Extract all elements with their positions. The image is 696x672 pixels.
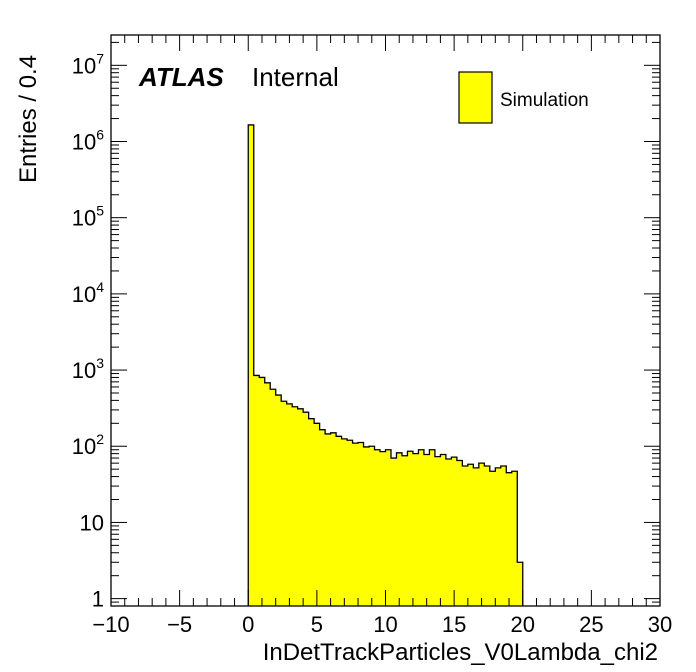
- legend: Simulation: [458, 71, 589, 124]
- y-axis-ticks: [111, 41, 660, 607]
- y-axis-tick-labels: 1 10 102 103 104 105 106 107: [72, 50, 104, 611]
- x-tick-label: 20: [511, 612, 535, 637]
- histogram-bar: [385, 449, 392, 606]
- histogram-bar: [341, 438, 348, 606]
- histogram-bar: [418, 449, 425, 606]
- x-axis-ticks: [110, 35, 661, 606]
- legend-swatch-simulation: [458, 71, 493, 124]
- x-tick-label: −10: [92, 612, 129, 637]
- histogram-bar: [336, 436, 342, 606]
- histogram-bar: [347, 440, 353, 606]
- y-tick-label: 10: [80, 510, 104, 535]
- y-tick-label: 106: [72, 127, 104, 155]
- legend-label-simulation: Simulation: [500, 90, 589, 111]
- histogram-bar: [401, 455, 408, 606]
- histogram-bars: [248, 124, 524, 606]
- histogram-bar: [281, 401, 288, 606]
- histogram-bar: [369, 446, 375, 606]
- histogram-bar: [440, 454, 447, 606]
- histogram-bar: [478, 463, 485, 606]
- histogram-bar: [495, 467, 502, 606]
- histogram-bar: [423, 454, 430, 606]
- histogram-bar: [358, 442, 364, 606]
- histogram-bar: [462, 466, 469, 606]
- histogram-bar: [484, 466, 491, 606]
- histogram-bar: [467, 464, 474, 606]
- y-axis-title: Entries / 0.4: [15, 55, 42, 183]
- x-tick-label: 15: [442, 612, 466, 637]
- histogram-bar: [308, 418, 315, 606]
- histogram-bar: [429, 449, 436, 606]
- y-tick-label: 1: [92, 587, 104, 612]
- histogram-bar: [374, 449, 381, 606]
- x-tick-label: 25: [579, 612, 603, 637]
- histogram-bar: [390, 458, 397, 606]
- x-tick-label: 10: [373, 612, 397, 637]
- histogram-bar: [292, 406, 299, 606]
- histogram-bar: [473, 467, 480, 606]
- histogram-bar: [451, 457, 458, 606]
- histogram-bar: [259, 377, 266, 606]
- histogram-bar: [303, 412, 310, 606]
- histogram-bar: [286, 403, 293, 606]
- histogram-bar: [489, 471, 496, 606]
- histogram-bar: [330, 432, 337, 606]
- histogram-bar: [412, 453, 419, 606]
- histogram-bar: [407, 451, 414, 606]
- histogram-bar: [275, 395, 282, 606]
- histogram-bar: [396, 452, 403, 606]
- y-tick-label: 104: [72, 279, 104, 307]
- histogram-bar: [248, 124, 255, 606]
- histogram-bar: [270, 389, 277, 606]
- histogram-bar: [363, 446, 370, 606]
- x-axis-title: InDetTrackParticles_V0Lambda_chi2: [263, 639, 658, 666]
- y-tick-label: 105: [72, 203, 104, 231]
- histogram-bar: [314, 423, 321, 606]
- histogram-bar: [500, 466, 507, 606]
- histogram-bar: [253, 375, 260, 606]
- x-axis-tick-labels: −10 −5 0 5 10 15 20 25 30: [92, 612, 672, 637]
- histogram-bar: [456, 460, 463, 606]
- histogram-bar: [434, 456, 441, 606]
- x-tick-label: 30: [648, 612, 672, 637]
- histogram-outline: [247, 124, 524, 606]
- y-tick-label: 102: [72, 431, 104, 459]
- histogram-bar: [325, 433, 331, 606]
- x-tick-label: −5: [167, 612, 192, 637]
- internal-label: Internal: [252, 62, 339, 92]
- histogram-bar: [352, 443, 359, 606]
- y-tick-label: 107: [72, 50, 104, 78]
- histogram-bar: [380, 451, 386, 606]
- histogram-bar: [319, 429, 326, 606]
- histogram-bar: [511, 471, 518, 606]
- y-tick-label: 103: [72, 355, 104, 383]
- x-tick-label: 0: [242, 612, 254, 637]
- histogram-bar: [297, 408, 304, 606]
- histogram-bar: [517, 562, 524, 606]
- x-tick-label: 5: [311, 612, 323, 637]
- histogram-bar: [445, 459, 452, 606]
- histogram-bar: [506, 472, 513, 606]
- atlas-label: ATLAS: [138, 62, 224, 92]
- histogram-bar: [264, 382, 271, 606]
